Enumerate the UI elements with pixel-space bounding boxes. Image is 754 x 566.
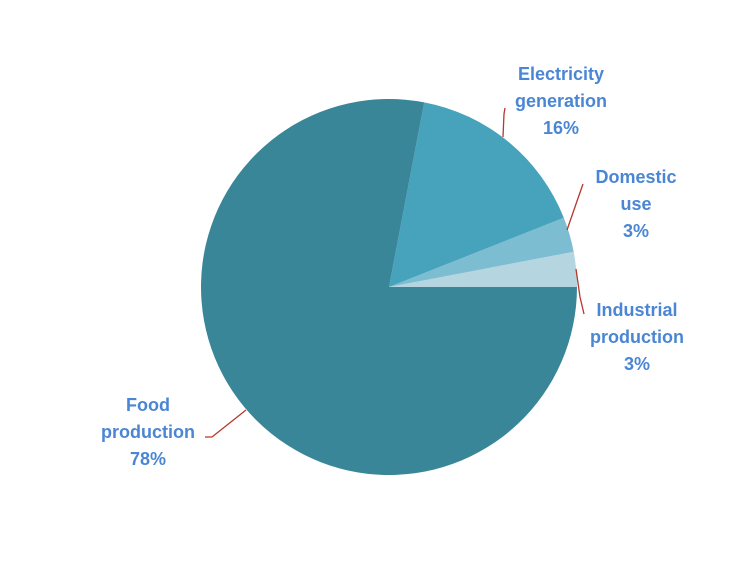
pie-slice-domestic-use (389, 217, 574, 287)
leader-line-electricity-generation (502, 107, 506, 138)
slice-label-food-production: Food production 78% (101, 395, 195, 469)
leader-lines (205, 107, 585, 438)
pie-slice-food-production (200, 98, 577, 475)
leader-line-industrial-production (575, 268, 585, 315)
leader-line-domestic-use (566, 183, 584, 231)
slice-percent-label: 3% (623, 221, 649, 241)
pie-slices (200, 98, 577, 475)
slice-percent-label: 78% (130, 449, 166, 469)
slice-label-industrial-production: Industrial production 3% (590, 300, 684, 374)
slice-name-line: Food (126, 395, 170, 415)
pie-slice-industrial-production (389, 251, 577, 287)
slice-name-line: generation (515, 91, 607, 111)
slice-percent-label: 16% (543, 118, 579, 138)
slice-name-line: Domestic (595, 167, 676, 187)
slice-name-line: use (620, 194, 651, 214)
leader-line-food-production (205, 409, 247, 438)
pie-slice-electricity-generation (389, 102, 564, 287)
slice-label-domestic-use: Domestic use 3% (595, 167, 676, 241)
slice-name-line: Electricity (518, 64, 604, 84)
slice-percent-label: 3% (624, 354, 650, 374)
slice-name-line: production (590, 327, 684, 347)
slice-name-line: Industrial (596, 300, 677, 320)
slice-name-line: production (101, 422, 195, 442)
slice-label-electricity-generation: Electricity generation 16% (515, 64, 607, 138)
slice-labels: Industrial production 3% Domestic use 3% Elect… (101, 64, 684, 469)
